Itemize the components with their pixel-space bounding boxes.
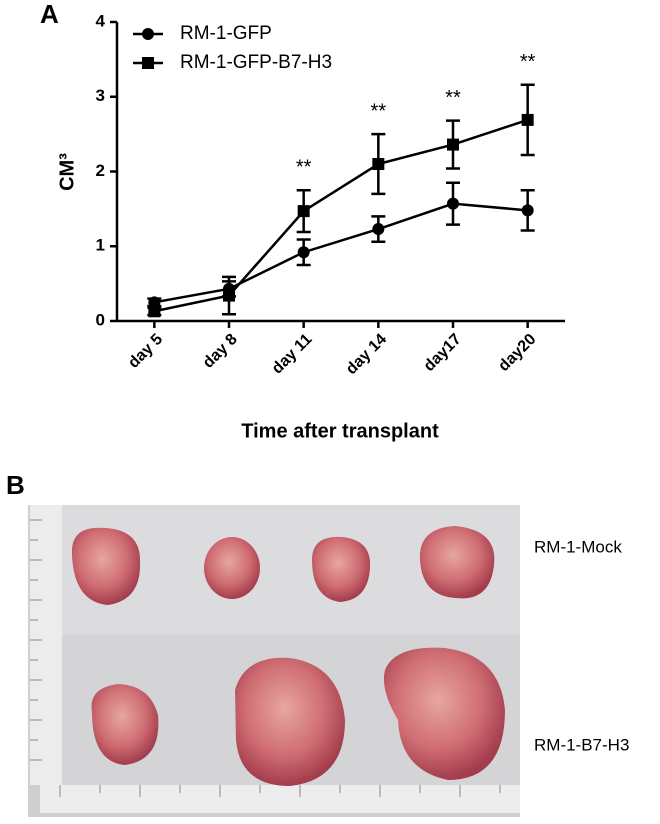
y-tick-label: 4 bbox=[96, 11, 106, 30]
data-point bbox=[521, 204, 534, 217]
legend-marker bbox=[142, 57, 154, 69]
panel-label: A bbox=[40, 0, 59, 29]
x-tick-label: day 14 bbox=[343, 331, 390, 378]
legend-label: RM-1-GFP-B7-H3 bbox=[180, 52, 332, 73]
x-axis-label: Time after transplant bbox=[241, 420, 439, 442]
legend-label: RM-1-GFP bbox=[180, 23, 272, 44]
photo-label: RM-1-B7-H3 bbox=[534, 735, 629, 754]
x-tick-label: day 5 bbox=[125, 331, 166, 372]
data-point bbox=[447, 197, 459, 210]
photo bbox=[28, 505, 520, 817]
x-tick-label: day20 bbox=[495, 331, 539, 375]
data-point bbox=[372, 223, 385, 236]
y-tick-label: 1 bbox=[96, 236, 105, 255]
legend-marker bbox=[142, 28, 154, 40]
data-point bbox=[297, 246, 310, 259]
photo-label: RM-1-Mock bbox=[534, 537, 622, 556]
data-point bbox=[148, 305, 161, 318]
y-tick-label: 2 bbox=[96, 161, 105, 180]
data-point bbox=[447, 138, 459, 151]
series-line bbox=[154, 202, 528, 304]
x-tick-label: day 8 bbox=[200, 331, 241, 372]
data-point bbox=[297, 205, 310, 218]
annotation: ** bbox=[520, 51, 536, 73]
y-tick-label: 0 bbox=[96, 310, 105, 329]
series-line bbox=[154, 118, 529, 313]
annotation: ** bbox=[445, 87, 461, 109]
data-point bbox=[372, 158, 385, 171]
x-tick-label: day 11 bbox=[269, 331, 316, 378]
data-point bbox=[223, 289, 235, 302]
annotation: ** bbox=[296, 156, 312, 178]
y-tick-label: 3 bbox=[96, 86, 105, 105]
x-tick-label: day17 bbox=[421, 331, 465, 375]
panel-label: B bbox=[6, 470, 25, 500]
y-axis-label: CM³ bbox=[56, 153, 78, 191]
data-point bbox=[521, 113, 534, 126]
annotation: ** bbox=[371, 100, 387, 122]
